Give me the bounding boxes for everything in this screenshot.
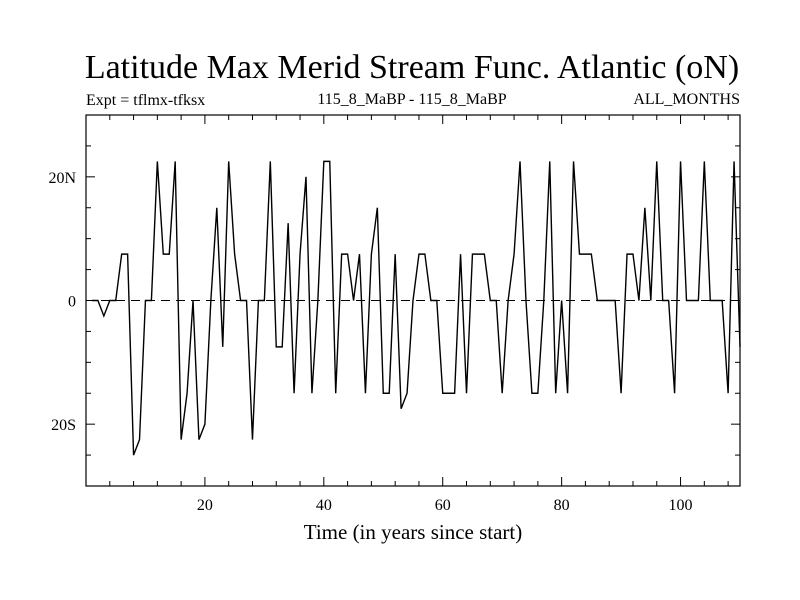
x-tick-label: 100 — [669, 497, 693, 514]
subtitle-center: 115_8_MaBP - 115_8_MaBP — [317, 91, 506, 108]
x-tick-label: 80 — [554, 497, 570, 514]
x-axis-label: Time (in years since start) — [304, 520, 523, 544]
subtitle-right: ALL_MONTHS — [633, 91, 740, 108]
subtitle-left: Expt = tflmx-tfksx — [86, 92, 205, 109]
chart-title: Latitude Max Merid Stream Func. Atlantic… — [85, 49, 739, 86]
plot-frame — [85, 114, 741, 487]
y-tick-label: 20N — [48, 170, 76, 187]
x-tick-label: 40 — [316, 497, 332, 514]
series-line-0 — [91, 160, 741, 456]
y-tick-label: 20S — [51, 417, 76, 434]
x-tick-label: 60 — [435, 497, 451, 514]
x-tick-label: 20 — [197, 497, 213, 514]
y-tick-label: 0 — [68, 294, 76, 311]
